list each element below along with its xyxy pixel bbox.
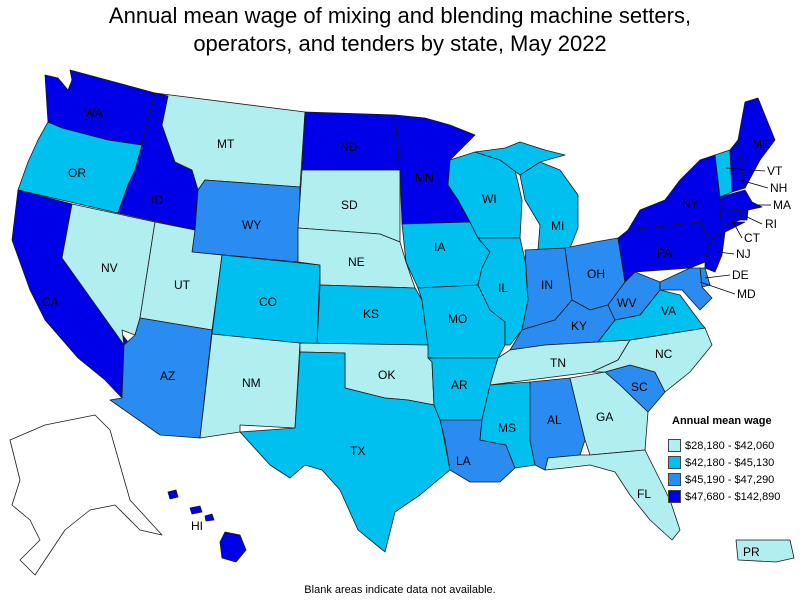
legend-swatch [668,439,681,452]
label-de: DE [732,268,749,282]
label-leader-lines [699,167,771,295]
state-mi[interactable] [519,161,579,251]
label-nd: ND [340,140,358,154]
label-az: AZ [160,369,175,383]
state-il[interactable] [477,237,529,346]
legend-swatch [668,456,681,469]
label-wa: WA [84,106,103,120]
label-id: ID [151,193,163,207]
label-fl: FL [637,487,651,501]
legend-label: $45,190 - $47,290 [685,473,775,486]
legend-label: $47,680 - $142,890 [685,490,781,503]
legend-item: $47,680 - $142,890 [668,488,800,505]
legend-label: $28,180 - $42,060 [685,439,775,452]
label-al: AL [547,413,562,427]
label-wy: WY [242,218,261,232]
state-nc[interactable] [591,327,713,393]
state-ak[interactable] [9,414,163,576]
label-ky: KY [571,319,587,333]
label-ut: UT [174,278,191,292]
legend-item: $42,180 - $45,130 [668,454,800,471]
label-ri: RI [765,217,777,231]
state-ct[interactable] [719,209,741,227]
label-ia: IA [434,240,445,254]
label-nc: NC [655,347,673,361]
label-nv: NV [101,261,118,275]
label-va: VA [661,304,676,318]
label-mo: MO [448,312,467,326]
label-or: OR [68,166,86,180]
label-la: LA [456,454,471,468]
legend-swatch [668,490,681,503]
label-ar: AR [451,378,468,392]
label-wv: WV [617,296,636,310]
label-sc: SC [631,380,648,394]
state-fl[interactable] [544,449,681,541]
map-title: Annual mean wage of mixing and blending … [0,2,800,58]
label-me: ME [752,137,770,151]
label-ms: MS [498,421,516,435]
state-pr[interactable] [735,539,795,563]
label-tx: TX [350,444,365,458]
label-nh: NH [770,181,787,195]
map-title-line-1: Annual mean wage of mixing and blending … [108,3,692,28]
state-nj[interactable] [704,231,726,273]
label-in: IN [541,278,553,292]
label-nj: NJ [736,247,751,261]
label-vt: VT [767,164,783,178]
state-hi[interactable] [167,489,247,563]
label-mt: MT [217,137,235,151]
legend-item: $28,180 - $42,060 [668,437,800,454]
legend-label: $42,180 - $45,130 [685,456,775,469]
state-md[interactable] [659,267,713,311]
label-nm: NM [242,376,261,390]
map-title-line-2: operators, and tenders by state, May 202… [193,31,607,56]
label-tn: TN [550,356,566,370]
label-ct: CT [744,231,761,245]
legend: Annual mean wage $28,180 - $42,060 $42,1… [668,415,800,505]
footnote: Blank areas indicate data not available. [304,584,496,596]
label-md: MD [737,287,756,301]
state-me[interactable] [737,97,776,189]
label-mn: MN [415,171,434,185]
label-pr: PR [743,545,760,559]
label-ca: CA [42,295,59,309]
legend-title: Annual mean wage [672,415,772,427]
label-ma: MA [773,198,791,212]
state-ri[interactable] [739,209,749,221]
label-co: CO [259,295,277,309]
label-wi: WI [482,192,497,206]
label-hi: HI [191,519,203,533]
state-mi-upper[interactable] [474,141,566,176]
label-ny: NY [682,197,699,211]
label-mi: MI [551,219,564,233]
label-oh: OH [587,267,605,281]
label-il: IL [498,281,508,295]
state-mt[interactable] [154,92,306,191]
label-ne: NE [348,255,365,269]
label-pa: PA [657,246,672,260]
legend-swatch [668,473,681,486]
label-sd: SD [341,198,358,212]
legend-item: $45,190 - $47,290 [668,471,800,488]
label-ks: KS [363,307,379,321]
state-tx[interactable] [239,351,451,553]
label-ok: OK [378,368,395,382]
label-ga: GA [596,410,613,424]
